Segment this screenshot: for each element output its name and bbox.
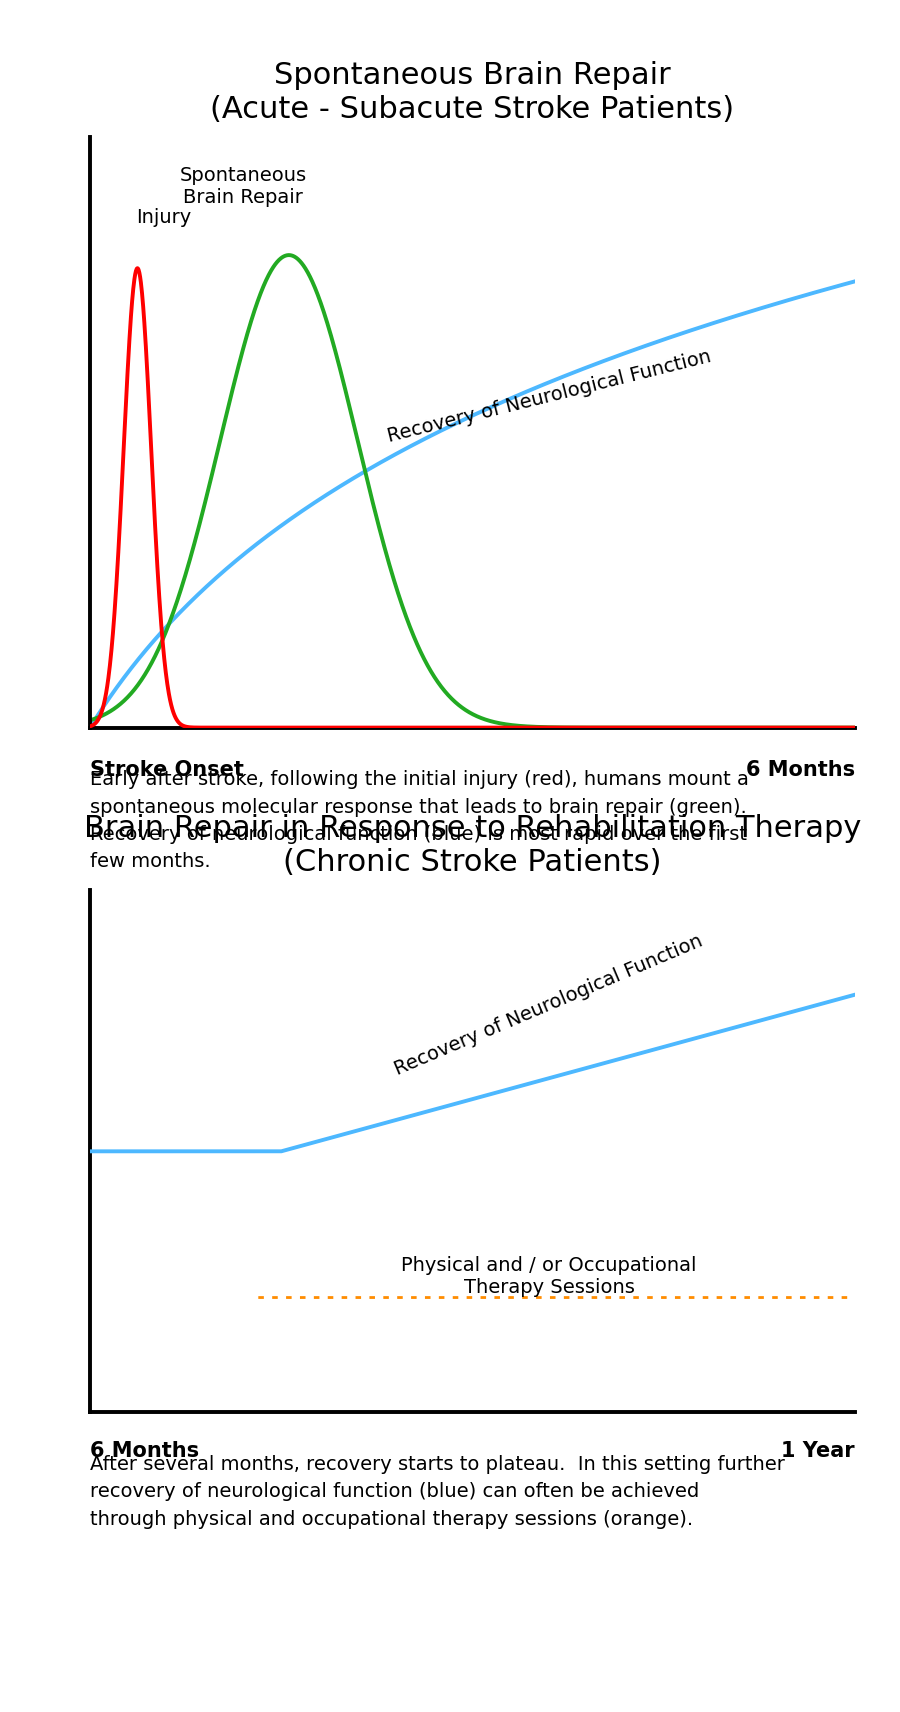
Text: Early after stroke, following the initial injury (red), humans mount a
spontaneo: Early after stroke, following the initia… <box>90 770 749 871</box>
Title: Spontaneous Brain Repair
(Acute - Subacute Stroke Patients): Spontaneous Brain Repair (Acute - Subacu… <box>211 62 734 123</box>
Text: After several months, recovery starts to plateau.  In this setting further
recov: After several months, recovery starts to… <box>90 1455 785 1529</box>
Text: 6 Months: 6 Months <box>90 1442 199 1460</box>
Text: Spontaneous
Brain Repair: Spontaneous Brain Repair <box>179 166 307 207</box>
Text: Recovery of Neurological Function: Recovery of Neurological Function <box>385 348 713 447</box>
Text: 6 Months: 6 Months <box>746 760 855 781</box>
Text: Recovery of Neurological Function: Recovery of Neurological Function <box>392 931 706 1079</box>
Text: Physical and / or Occupational
Therapy Sessions: Physical and / or Occupational Therapy S… <box>401 1257 697 1296</box>
Text: Stroke Onset: Stroke Onset <box>90 760 244 781</box>
Text: 1 Year: 1 Year <box>781 1442 855 1460</box>
Text: Injury: Injury <box>136 207 191 226</box>
Title: Brain Repair in Response to Rehabilitation Therapy
(Chronic Stroke Patients): Brain Repair in Response to Rehabilitati… <box>84 815 861 877</box>
